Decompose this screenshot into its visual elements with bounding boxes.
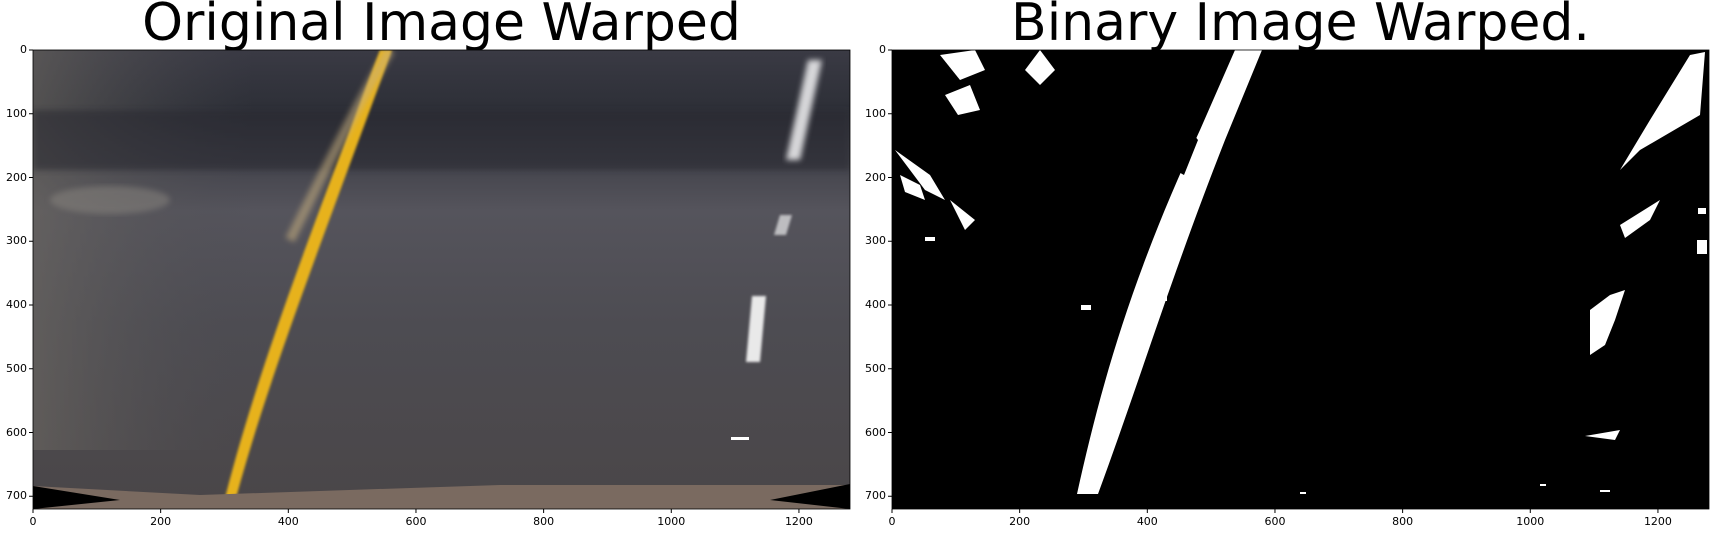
y-tick-label-right: 0 [879,43,886,56]
x-tick-label-left: 600 [405,515,427,528]
x-tick-label-right: 1000 [1516,515,1545,528]
original-warped-image [33,50,850,509]
x-tick-label-left: 1000 [657,515,686,528]
x-tick-label-right: 1200 [1643,515,1672,528]
x-tick-label-left: 1200 [784,515,813,528]
y-tick-label-left: 500 [6,361,27,375]
y-tick-label-left: 300 [6,234,27,248]
x-tick-label-right: 600 [1264,515,1286,528]
y-tick-label-left: 100 [6,106,27,120]
y-tick-label-left: 400 [6,298,27,311]
x-tick-label-left: 200 [150,515,172,528]
binary-warped-image [892,50,1709,509]
y-tick-label-right: 300 [865,234,886,248]
x-tick-label-right: 0 [888,515,896,528]
x-tick-label-right: 200 [1009,515,1031,528]
y-tick-label-right: 400 [865,298,886,311]
x-tick-label-left: 800 [533,515,555,528]
x-tick-label-right: 400 [1136,515,1158,528]
y-tick-label-left: 0 [20,43,27,56]
y-tick-label-right: 700 [865,489,886,503]
x-tick-label-left: 0 [29,515,37,528]
x-tick-label-left: 400 [277,515,299,528]
y-tick-label-left: 700 [6,489,27,503]
y-tick-label-right: 200 [865,170,886,184]
y-tick-label-right: 500 [865,361,886,375]
panel-title-left: Original Image Warped [142,0,741,53]
y-tick-label-left: 600 [6,425,27,439]
y-tick-label-right: 600 [865,425,886,439]
panel-title-right: Binary Image Warped. [1011,0,1590,53]
y-tick-label-left: 200 [6,170,27,184]
y-tick-label-right: 100 [865,106,886,120]
x-tick-label-right: 800 [1392,515,1414,528]
